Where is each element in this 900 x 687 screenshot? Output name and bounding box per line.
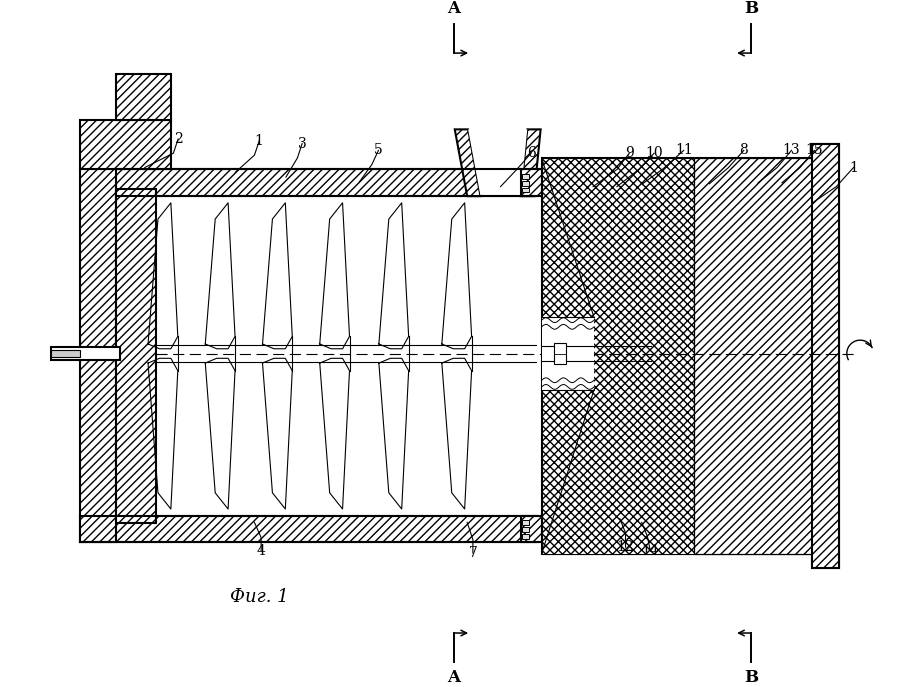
Polygon shape — [80, 516, 536, 543]
Bar — [523, 188, 529, 192]
Text: 1: 1 — [849, 161, 858, 174]
Text: 6: 6 — [526, 146, 536, 160]
Text: 15: 15 — [806, 144, 824, 157]
Text: 13: 13 — [783, 144, 800, 157]
Bar — [523, 527, 529, 532]
Polygon shape — [694, 158, 813, 554]
Text: A: A — [447, 0, 460, 16]
Text: 7: 7 — [469, 546, 477, 560]
Bar — [523, 534, 529, 539]
Text: 5: 5 — [374, 144, 382, 157]
Polygon shape — [520, 516, 542, 543]
Text: 9: 9 — [625, 146, 634, 160]
Bar — [523, 181, 529, 185]
Bar — [51, 347, 120, 360]
Text: A: A — [447, 669, 460, 686]
Polygon shape — [542, 158, 694, 554]
Text: 4: 4 — [256, 544, 266, 558]
Bar — [554, 343, 566, 364]
Polygon shape — [116, 74, 170, 120]
Text: 8: 8 — [740, 144, 748, 157]
Polygon shape — [454, 129, 481, 196]
Polygon shape — [80, 120, 170, 170]
Text: Фиг. 1: Фиг. 1 — [230, 588, 289, 606]
Polygon shape — [520, 170, 542, 196]
Polygon shape — [116, 188, 157, 523]
Text: 11: 11 — [675, 144, 693, 157]
Text: 12: 12 — [616, 540, 634, 554]
Text: B: B — [744, 0, 759, 16]
Bar — [523, 174, 529, 179]
Text: 10: 10 — [645, 146, 663, 160]
Polygon shape — [542, 144, 839, 568]
Text: 14: 14 — [642, 544, 659, 558]
Bar — [51, 350, 80, 357]
Bar — [542, 317, 594, 390]
Bar — [523, 521, 529, 526]
Text: 2: 2 — [174, 132, 183, 146]
Text: 3: 3 — [298, 137, 307, 150]
Polygon shape — [80, 170, 116, 543]
Polygon shape — [813, 144, 839, 568]
Polygon shape — [116, 170, 536, 196]
Text: 1: 1 — [255, 134, 264, 148]
Text: B: B — [744, 669, 759, 686]
Polygon shape — [520, 129, 541, 196]
Polygon shape — [468, 129, 527, 196]
